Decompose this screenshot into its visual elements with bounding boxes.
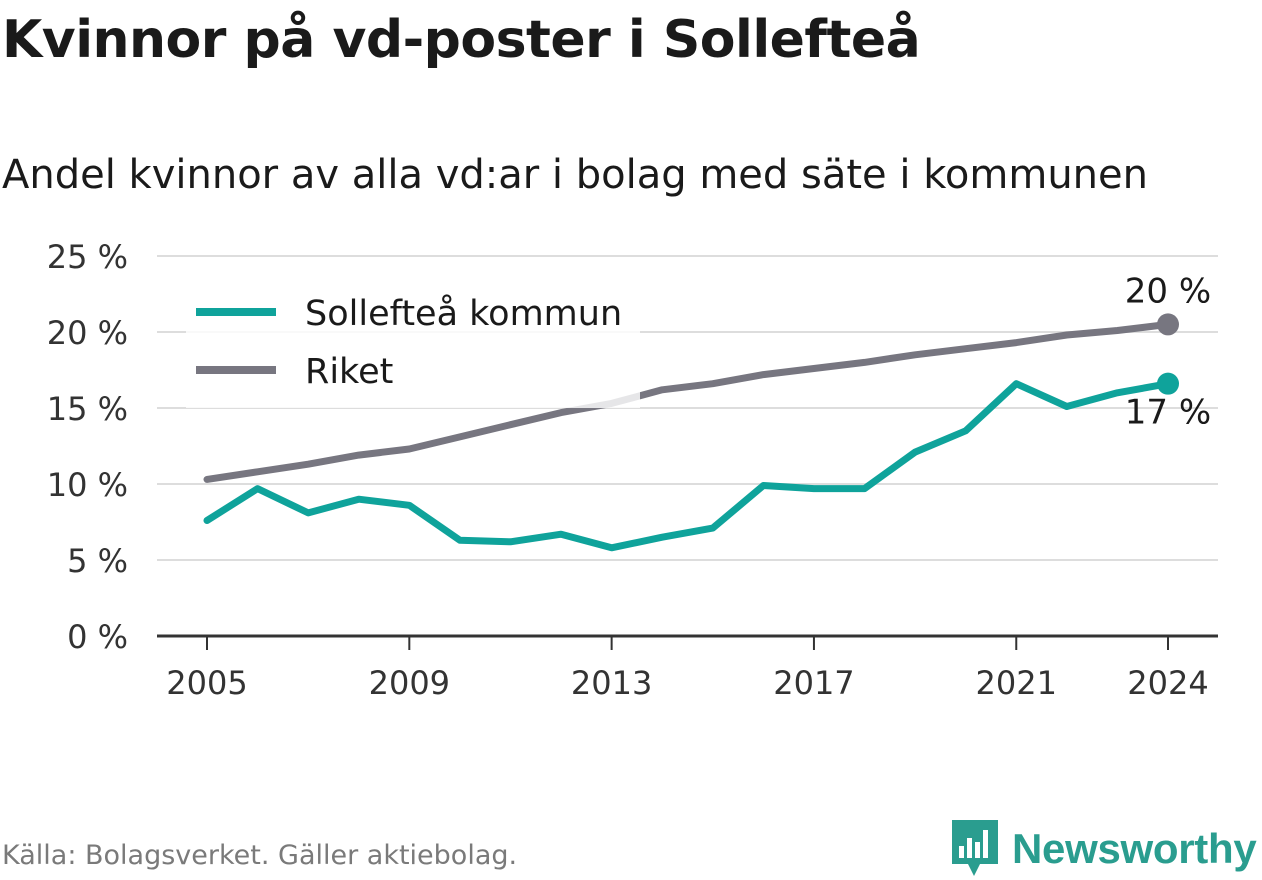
x-tick-label: 2009: [369, 664, 450, 702]
series-end-marker: [1157, 372, 1179, 395]
brand-logo: Newsworthy: [950, 818, 1257, 880]
x-tick-label: 2013: [571, 664, 652, 702]
x-tick-label: 2017: [773, 664, 854, 702]
y-tick-label: 5 %: [67, 542, 128, 580]
legend-label: Sollefteå kommun: [305, 293, 622, 334]
source-note: Källa: Bolagsverket. Gäller aktiebolag.: [2, 840, 518, 871]
newsworthy-logo-icon: [952, 820, 998, 876]
brand-name: Newsworthy: [1012, 825, 1257, 872]
legend-background: [186, 282, 640, 408]
line-chart: 0 % 5 % 10 % 15 % 20 % 25 % 2005 2009 2013 2017 20…: [47, 238, 1218, 702]
x-tick-label: 2024: [1127, 664, 1208, 702]
series-line: [203, 320, 1172, 483]
x-tick-label: 2021: [976, 664, 1057, 702]
y-tick-label: 20 %: [47, 314, 128, 352]
y-tick-label: 0 %: [67, 618, 128, 656]
series-line: [203, 380, 1172, 552]
x-tick-label: 2005: [166, 664, 247, 702]
chart-title: Kvinnor på vd-poster i Sollefteå: [2, 10, 921, 70]
chart-subtitle: Andel kvinnor av alla vd:ar i bolag med …: [2, 152, 1148, 198]
y-tick-label: 25 %: [47, 238, 128, 276]
end-value-label: 17 %: [1125, 393, 1211, 433]
legend-label: Riket: [305, 352, 393, 392]
series-end-marker: [1157, 313, 1179, 336]
y-tick-label: 10 %: [47, 466, 128, 504]
y-tick-label: 15 %: [47, 390, 128, 428]
end-value-label: 20 %: [1125, 271, 1211, 311]
